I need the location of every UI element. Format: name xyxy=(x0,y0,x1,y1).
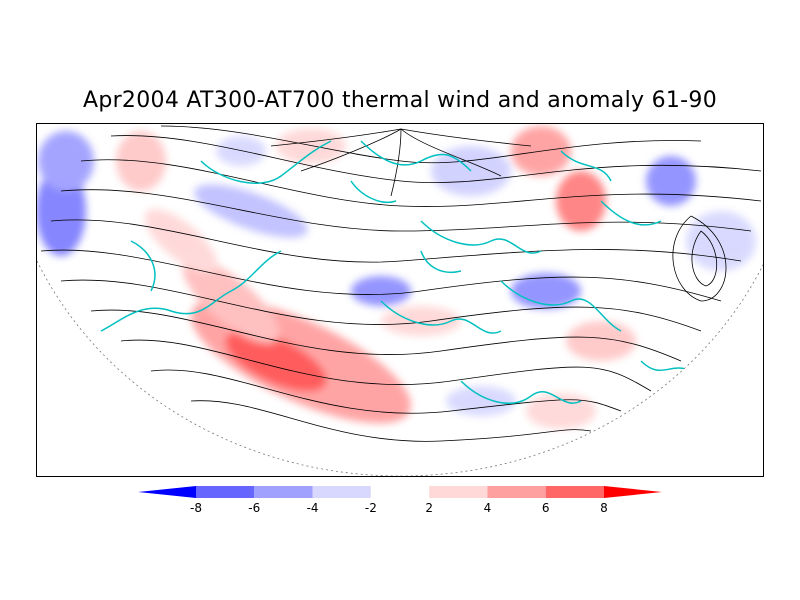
colorbar-swatch-5 xyxy=(429,486,488,498)
colorbar-swatch-8 xyxy=(604,486,662,498)
colorbar: -8 -6 -4 -2 2 4 6 8 xyxy=(138,486,662,515)
colorbar-tick-label: 8 xyxy=(600,501,608,515)
map-canvas xyxy=(37,125,763,476)
colorbar-tick-label: -4 xyxy=(307,501,319,515)
colorbar-swatch-6 xyxy=(487,486,546,498)
map-title: Apr2004 AT300-AT700 thermal wind and ano… xyxy=(82,88,718,113)
map-panel xyxy=(36,123,764,477)
colorbar-tick-label: 4 xyxy=(484,501,492,515)
colorbar-swatch-1 xyxy=(196,486,255,498)
colorbar-tick-labels: -8 -6 -4 -2 2 4 6 8 xyxy=(190,501,608,515)
streamlines xyxy=(40,125,762,442)
colorbar-tick-label: 6 xyxy=(542,501,550,515)
colorbar-tick-label: -8 xyxy=(190,501,202,515)
colorbar-swatch-3 xyxy=(312,486,371,498)
colorbar-swatch-4 xyxy=(370,486,430,498)
colorbar-swatch-7 xyxy=(545,486,604,498)
colorbar-swatch-0 xyxy=(138,486,196,498)
colorbar-tick-label: -6 xyxy=(248,501,260,515)
anomaly-shading xyxy=(37,126,756,429)
colorbar-swatches xyxy=(138,486,662,498)
colorbar-tick-label: 2 xyxy=(425,501,433,515)
colorbar-swatch-2 xyxy=(254,486,313,498)
colorbar-tick-label: -2 xyxy=(365,501,377,515)
coastlines xyxy=(100,140,692,404)
